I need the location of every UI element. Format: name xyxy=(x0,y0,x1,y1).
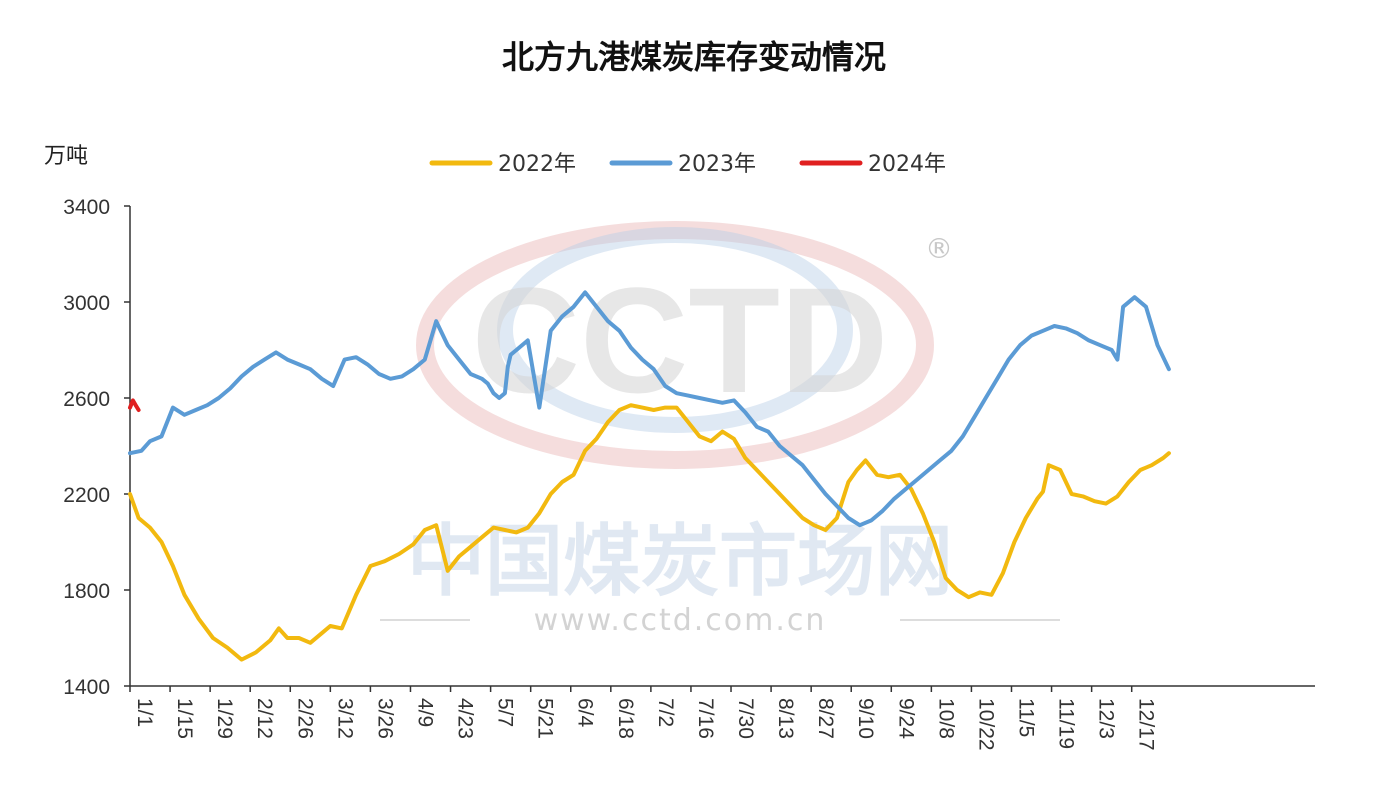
series-line-1 xyxy=(128,403,1171,662)
watermark-registered-mark: ® xyxy=(925,232,953,265)
x-tick-label: 6/4 xyxy=(574,698,597,728)
series-line-2 xyxy=(128,290,1171,528)
y-axis-unit: 万吨 xyxy=(44,144,88,169)
x-tick-label: 6/18 xyxy=(614,698,637,739)
y-tick-label: 2200 xyxy=(63,484,110,507)
x-tick-label: 5/21 xyxy=(534,698,557,739)
y-tick-label: 3400 xyxy=(63,196,110,219)
series-line-3 xyxy=(128,398,141,412)
x-tick-label: 11/19 xyxy=(1055,698,1078,749)
x-tick-label: 2/26 xyxy=(293,698,316,739)
x-tick-label: 7/16 xyxy=(694,698,717,739)
series-group xyxy=(128,290,1171,662)
x-tick-label: 10/22 xyxy=(974,698,997,751)
legend-label-2: 2023年 xyxy=(678,152,756,177)
y-tick-label: 2600 xyxy=(63,388,110,411)
watermark: CCTD ® 中国煤炭市场网 www.cctd.com.cn xyxy=(380,221,1060,638)
legend: 2022年 2023年 2024年 xyxy=(429,152,946,177)
x-tick-label: 2/12 xyxy=(253,698,276,739)
x-tick-label: 3/12 xyxy=(333,698,356,739)
x-tick-label: 4/23 xyxy=(454,698,477,739)
watermark-url: www.cctd.com.cn xyxy=(534,603,827,638)
y-tick-label: 1400 xyxy=(63,676,110,699)
legend-label-1: 2022年 xyxy=(498,152,576,177)
x-tick-label: 3/26 xyxy=(373,698,396,739)
x-tick-label: 8/13 xyxy=(774,698,797,739)
x-tick-label: 5/7 xyxy=(494,698,517,727)
x-tick-label: 7/2 xyxy=(654,698,677,727)
axes: 1400 1800 2200 2600 3000 3400 1/1 1/15 1/29 2/12 2… xyxy=(63,196,1315,751)
x-tick-label: 1/1 xyxy=(133,698,156,727)
watermark-name: 中国煤炭市场网 xyxy=(407,517,953,607)
x-tick-label: 10/8 xyxy=(934,698,957,739)
watermark-logo: CCTD xyxy=(472,256,889,424)
x-tick-label: 12/3 xyxy=(1095,698,1118,739)
x-tick-label: 4/9 xyxy=(413,698,436,727)
x-tick-label: 8/27 xyxy=(814,698,837,739)
x-tick-label: 1/15 xyxy=(173,698,196,739)
y-tick-label: 1800 xyxy=(63,580,110,603)
x-tick-label: 1/29 xyxy=(213,698,236,739)
watermark-logo-ring-red xyxy=(416,221,934,469)
x-tick-label: 12/17 xyxy=(1135,698,1158,751)
watermark-logo-ring-blue xyxy=(497,227,853,433)
legend-label-3: 2024年 xyxy=(868,152,946,177)
x-tick-label: 9/10 xyxy=(854,698,877,739)
x-tick-label: 9/24 xyxy=(894,698,917,739)
x-tick-label: 7/30 xyxy=(734,698,757,739)
x-tick-label: 11/5 xyxy=(1014,698,1037,737)
y-tick-label: 3000 xyxy=(63,292,110,315)
chart-title: 北方九港煤炭库存变动情况 xyxy=(502,38,886,76)
